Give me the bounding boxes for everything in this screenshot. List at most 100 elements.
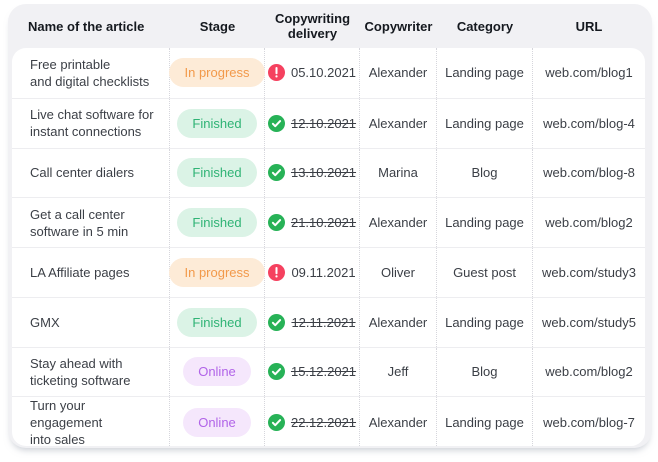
table-row: Free printable and digital checklists In…	[12, 48, 645, 98]
article-name-cell: Get a call center software in 5 min	[12, 198, 170, 247]
category-label: Landing page	[445, 115, 524, 131]
category-label: Landing page	[445, 215, 524, 231]
article-name: LA Affiliate pages	[30, 264, 130, 280]
article-name: Call center dialers	[30, 165, 135, 181]
check-circle-icon	[267, 214, 285, 232]
url-text: web.com/blog-7	[543, 415, 635, 431]
article-name-cell: Stay ahead with ticketing software	[12, 347, 170, 397]
url-cell: web.com/study3	[533, 248, 645, 297]
category-cell: Landing page	[437, 198, 533, 247]
url-text: web.com/study3	[542, 264, 636, 280]
table-row: LA Affiliate pages In progress 09.11.202…	[12, 247, 645, 297]
alert-circle-icon	[268, 263, 286, 281]
url-cell: web.com/blog2	[533, 198, 645, 247]
copywriter-cell: Alexander	[360, 397, 437, 446]
stage-cell: Online	[170, 347, 265, 397]
check-circle-icon	[267, 164, 285, 182]
delivery-cell: 09.11.2021	[265, 248, 360, 297]
url-text: web.com/blog-4	[543, 115, 635, 131]
stage-badge: Finished	[177, 307, 257, 337]
table-row: Turn your engagement into sales Online 2…	[12, 396, 645, 446]
column-header-name: Name of the article	[28, 18, 145, 34]
table-body: Free printable and digital checklists In…	[12, 48, 645, 446]
delivery-date: 13.10.2021	[290, 165, 357, 181]
copywriter-name: Alexander	[368, 215, 428, 231]
url-text: web.com/blog2	[545, 215, 633, 231]
stage-badge: Online	[183, 357, 251, 387]
category-label: Landing page	[445, 65, 524, 81]
category-cell: Blog	[437, 148, 533, 198]
category-label: Landing page	[445, 314, 524, 330]
category-label: Guest post	[453, 264, 516, 280]
url-cell: web.com/study5	[533, 298, 645, 347]
table-row: Live chat software for instant connectio…	[12, 97, 645, 148]
url-cell: web.com/blog-8	[533, 149, 645, 198]
delivery-date: 05.10.2021	[290, 65, 357, 81]
article-name-cell: GMX	[12, 297, 170, 347]
article-name-cell: Free printable and digital checklists	[12, 48, 170, 98]
delivery-cell: 21.10.2021	[265, 198, 360, 247]
delivery-date: 22.12.2021	[290, 415, 357, 431]
copywriter-name: Marina	[378, 165, 418, 181]
article-name: Free printable and digital checklists	[30, 56, 150, 89]
article-name: Stay ahead with ticketing software	[30, 355, 131, 388]
url-cell: web.com/blog2	[533, 348, 645, 397]
category-cell: Guest post	[437, 248, 533, 297]
stage-cell: Finished	[170, 148, 265, 198]
column-header-delivery: Copywriting delivery	[274, 11, 351, 41]
stage-cell: Finished	[170, 98, 265, 148]
column-header-url: URL	[575, 18, 603, 34]
stage-cell: Finished	[170, 198, 265, 247]
category-cell: Landing page	[437, 297, 533, 347]
stage-badge: In progress	[169, 58, 265, 88]
column-header-stage: Stage	[199, 18, 236, 34]
url-text: web.com/blog-8	[543, 165, 635, 181]
column-header-category: Category	[456, 18, 514, 34]
url-cell: web.com/blog-7	[533, 397, 645, 446]
article-name: Live chat software for instant connectio…	[30, 107, 154, 140]
table-row: Stay ahead with ticketing software Onlin…	[12, 346, 645, 397]
category-label: Landing page	[445, 415, 524, 431]
category-cell: Landing page	[437, 98, 533, 148]
delivery-date: 12.11.2021	[291, 314, 356, 330]
category-label: Blog	[471, 364, 498, 380]
table-row: GMX Finished 12.11.2021 Alexander Landin…	[12, 296, 645, 347]
alert-circle-icon	[267, 64, 285, 82]
delivery-cell: 13.10.2021	[265, 148, 360, 198]
copywriter-cell: Jeff	[360, 347, 437, 397]
stage-cell: Online	[170, 397, 265, 446]
copywriter-cell: Oliver	[360, 248, 437, 297]
delivery-cell: 15.12.2021	[265, 347, 360, 397]
copywriter-cell: Marina	[360, 148, 437, 198]
category-cell: Blog	[437, 347, 533, 397]
content-plan-table-card: Name of the article Stage Copywriting deli…	[8, 4, 652, 448]
copywriter-cell: Alexander	[360, 297, 437, 347]
table-row: Call center dialers Finished 13.10.2021 …	[12, 147, 645, 198]
article-name: Get a call center software in 5 min	[30, 206, 129, 239]
check-circle-icon	[267, 363, 285, 381]
category-cell: Landing page	[437, 397, 533, 446]
url-cell: web.com/blog1	[533, 48, 645, 98]
check-circle-icon	[268, 313, 286, 331]
stage-badge: Online	[183, 408, 251, 438]
copywriter-name: Alexander	[368, 415, 428, 431]
url-cell: web.com/blog-4	[533, 99, 645, 148]
copywriter-name: Alexander	[368, 115, 428, 131]
check-circle-icon	[267, 114, 285, 132]
stage-badge: In progress	[169, 257, 265, 287]
copywriter-cell: Alexander	[360, 98, 437, 148]
delivery-cell: 22.12.2021	[265, 397, 360, 446]
stage-badge: Finished	[177, 208, 257, 238]
category-cell: Landing page	[437, 48, 533, 98]
column-header-copywriter: Copywriter	[364, 18, 433, 34]
url-text: web.com/blog2	[545, 364, 633, 380]
delivery-cell: 12.11.2021	[265, 297, 360, 347]
url-text: web.com/blog1	[545, 65, 633, 81]
category-label: Blog	[471, 165, 498, 181]
delivery-date: 15.12.2021	[290, 364, 357, 380]
copywriter-name: Alexander	[368, 65, 428, 81]
table-row: Get a call center software in 5 min Fini…	[12, 197, 645, 247]
url-text: web.com/study5	[542, 314, 636, 330]
delivery-date: 21.10.2021	[290, 215, 357, 231]
copywriter-name: Oliver	[381, 264, 415, 280]
